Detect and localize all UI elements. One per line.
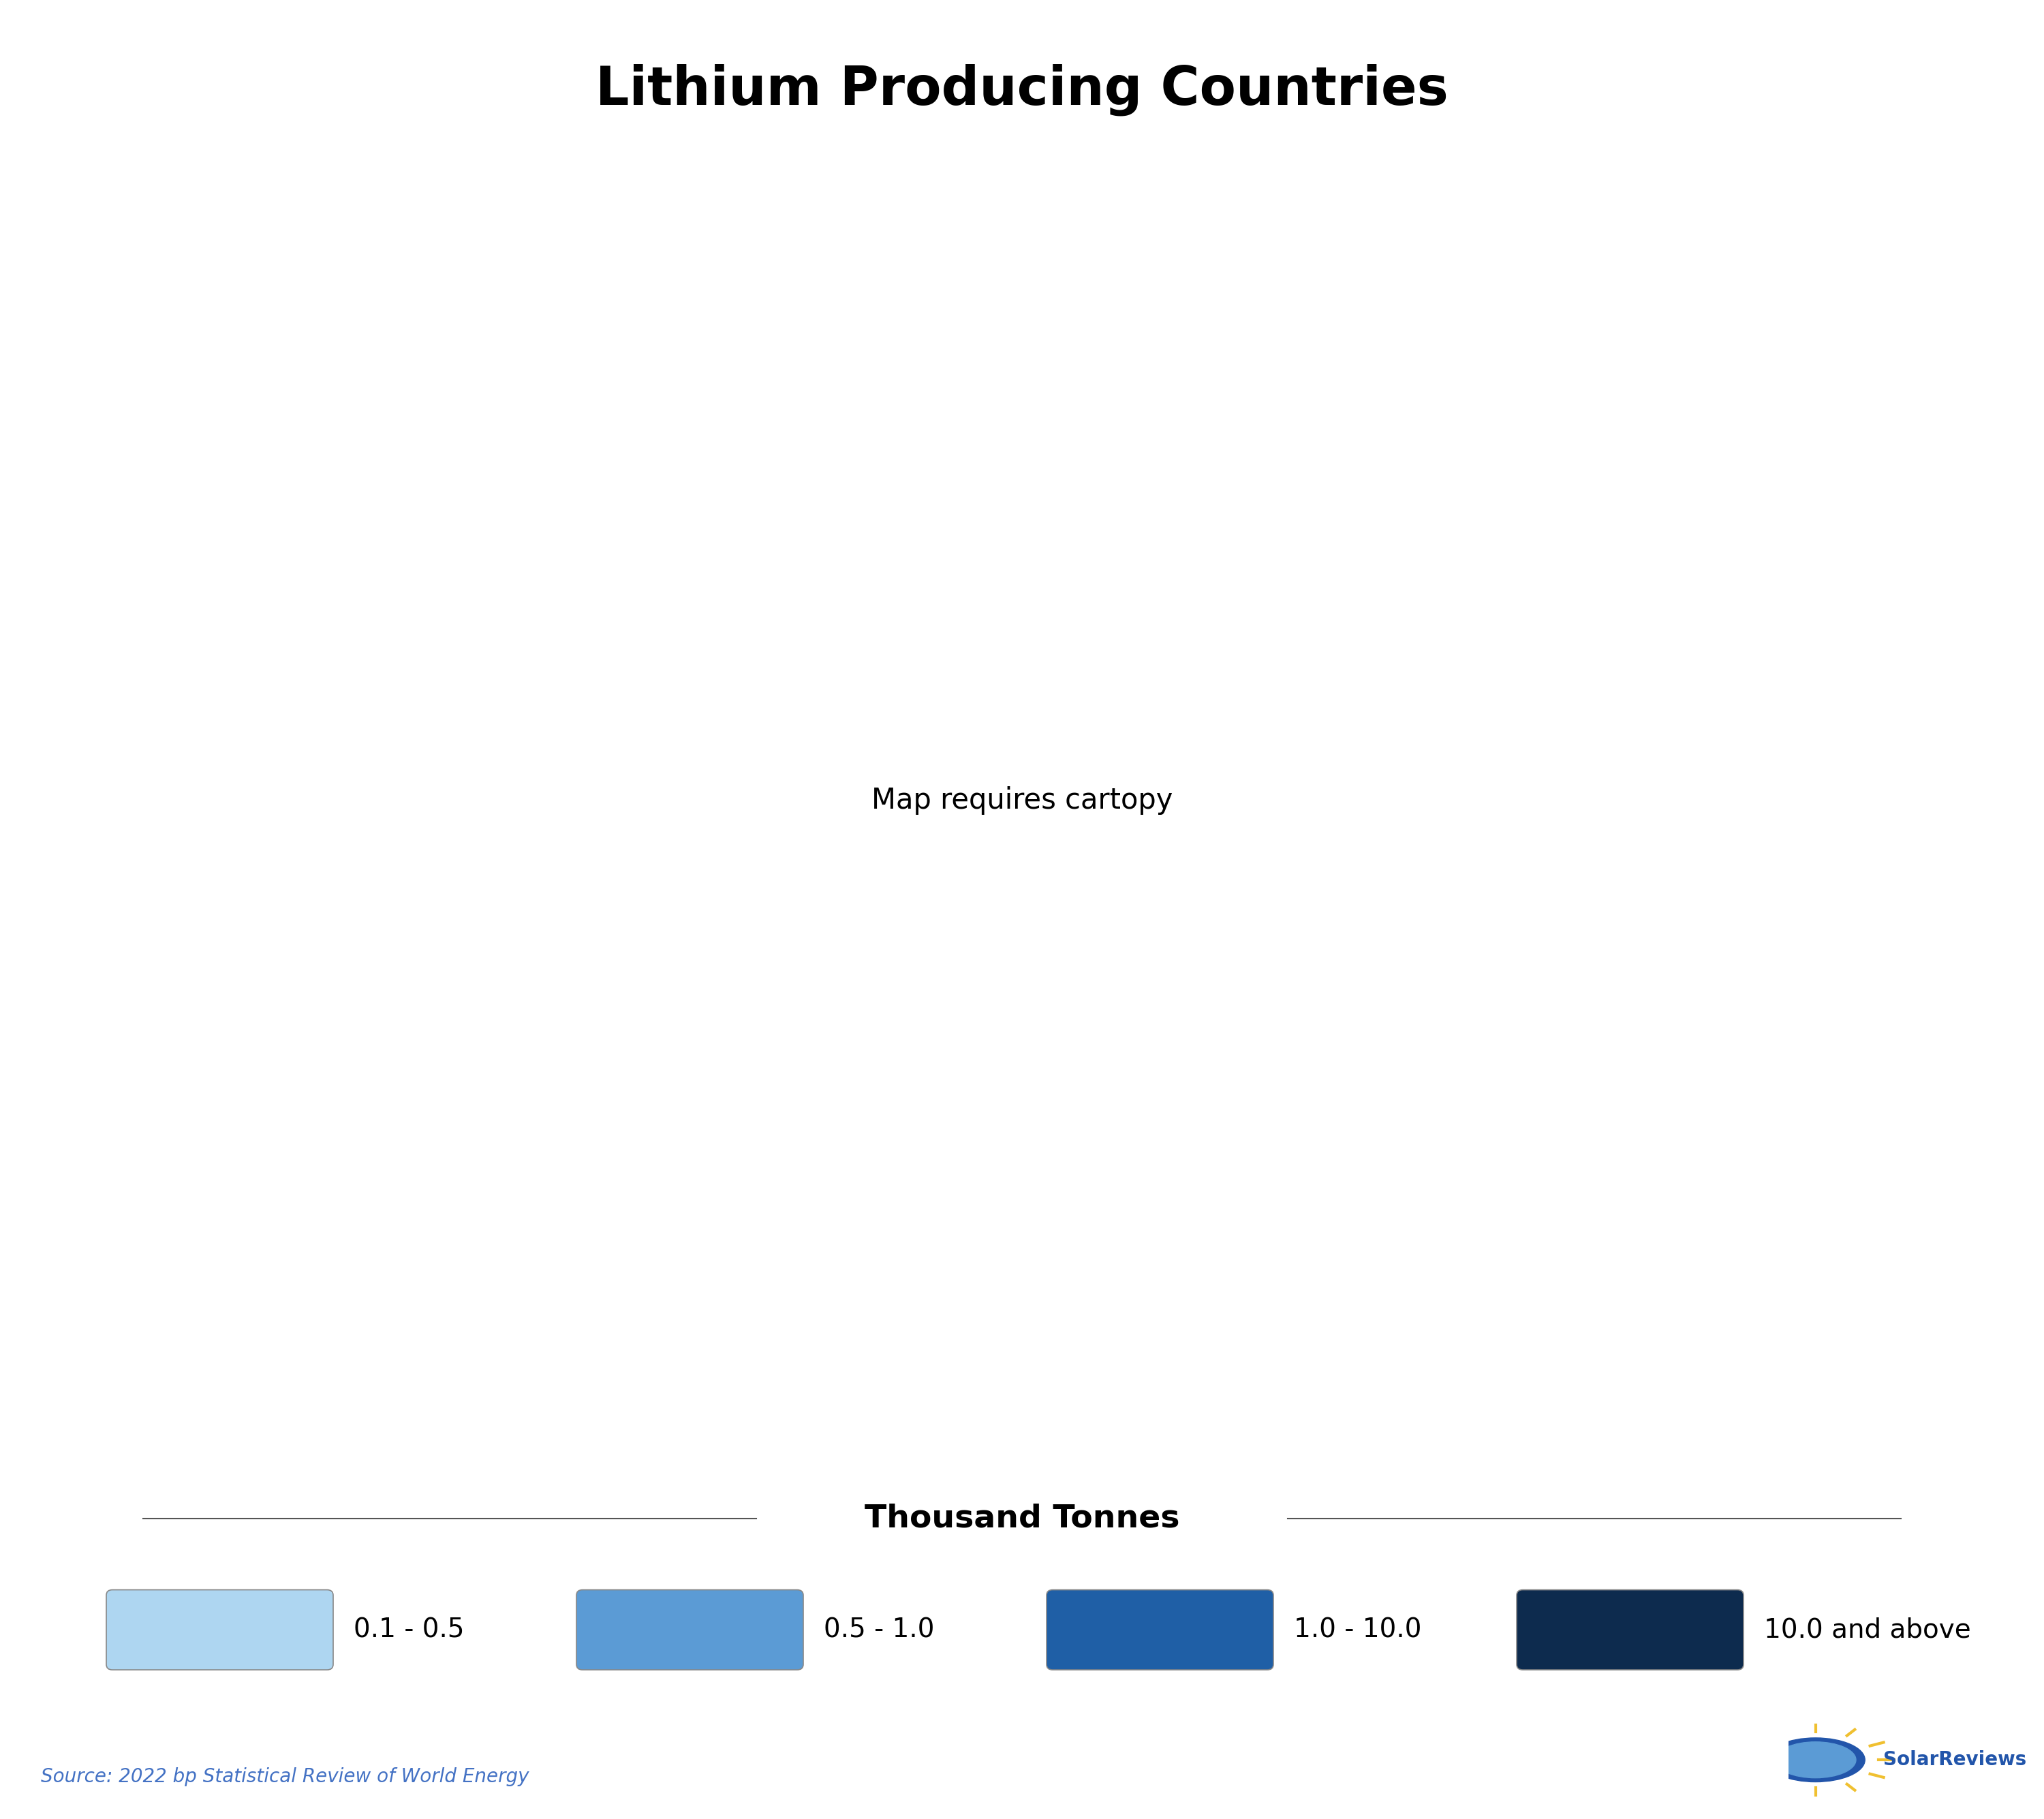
- Text: Source: 2022 bp Statistical Review of World Energy: Source: 2022 bp Statistical Review of Wo…: [41, 1768, 529, 1786]
- Text: Map requires cartopy: Map requires cartopy: [871, 786, 1173, 815]
- Text: 0.1 - 0.5: 0.1 - 0.5: [354, 1617, 464, 1643]
- Text: 10.0 and above: 10.0 and above: [1764, 1617, 1970, 1643]
- Circle shape: [1774, 1743, 1856, 1777]
- Text: Lithium Producing Countries: Lithium Producing Countries: [595, 64, 1449, 116]
- Text: Thousand Tonnes: Thousand Tonnes: [865, 1504, 1179, 1533]
- Text: 0.5 - 1.0: 0.5 - 1.0: [824, 1617, 934, 1643]
- Circle shape: [1766, 1737, 1864, 1783]
- Text: SolarReviews: SolarReviews: [1883, 1750, 2026, 1770]
- Text: 1.0 - 10.0: 1.0 - 10.0: [1294, 1617, 1423, 1643]
